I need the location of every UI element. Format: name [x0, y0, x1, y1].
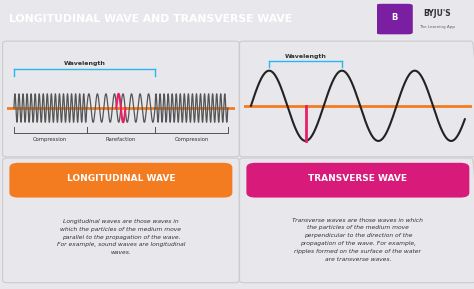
- Text: LONGITUDINAL WAVE AND TRANSVERSE WAVE: LONGITUDINAL WAVE AND TRANSVERSE WAVE: [9, 14, 292, 24]
- Text: Compression: Compression: [174, 136, 209, 142]
- Text: BYJU'S: BYJU'S: [423, 9, 451, 18]
- Text: TRANSVERSE WAVE: TRANSVERSE WAVE: [309, 175, 407, 184]
- Text: Wavelength: Wavelength: [284, 53, 327, 59]
- FancyBboxPatch shape: [376, 4, 413, 34]
- FancyBboxPatch shape: [9, 163, 232, 198]
- Text: Wavelength: Wavelength: [64, 61, 105, 66]
- Text: LONGITUDINAL WAVE: LONGITUDINAL WAVE: [67, 175, 175, 184]
- Text: The Learning App: The Learning App: [419, 25, 455, 29]
- Text: Compression: Compression: [33, 136, 67, 142]
- Text: Longitudinal waves are those waves in
which the particles of the medium move
par: Longitudinal waves are those waves in wh…: [57, 219, 185, 255]
- FancyBboxPatch shape: [246, 163, 469, 198]
- Text: Transverse waves are those waves in which
the particles of the medium move
perpe: Transverse waves are those waves in whic…: [292, 218, 423, 262]
- Text: Rarefaction: Rarefaction: [106, 136, 136, 142]
- Text: B: B: [391, 13, 398, 22]
